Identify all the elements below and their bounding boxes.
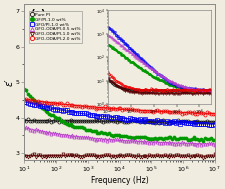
X-axis label: Frequency (Hz): Frequency (Hz): [91, 176, 148, 185]
Text: (a): (a): [30, 9, 46, 19]
Legend: Pure PI, GF/PI-1.0 wt%, GFO/PI-1.0 wt%, GFO-ODA/PI-0.5 wt%, GFO-ODA/PI-1.0 wt%, : Pure PI, GF/PI-1.0 wt%, GFO/PI-1.0 wt%, …: [29, 11, 83, 43]
Y-axis label: ε′: ε′: [4, 78, 14, 86]
